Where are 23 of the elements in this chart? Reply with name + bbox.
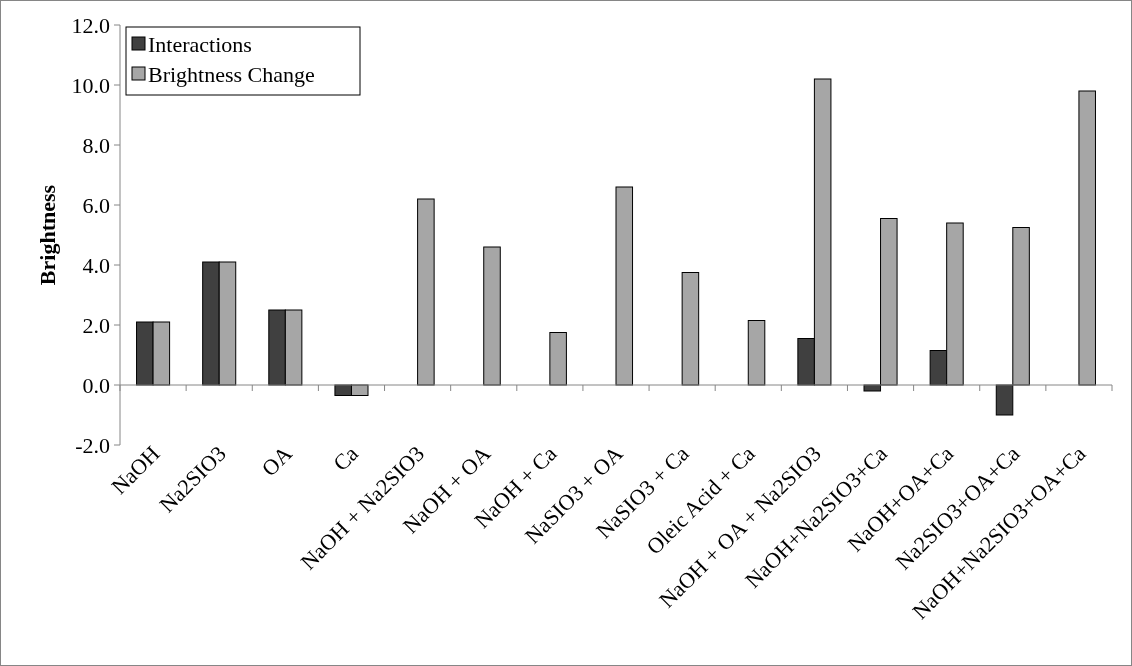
y-tick-label: 6.0	[82, 192, 110, 218]
bar	[880, 218, 898, 386]
x-tick-label: OA	[256, 440, 297, 482]
bar	[681, 272, 700, 386]
bar	[747, 320, 766, 386]
x-tick-label: Ca	[328, 440, 364, 476]
bar	[417, 198, 435, 386]
y-tick-label: 12.0	[71, 12, 110, 38]
y-axis-title: Brightness	[35, 184, 60, 286]
bar	[615, 186, 634, 386]
y-tick-label: 4.0	[82, 252, 110, 278]
y-tick-label: 0.0	[82, 372, 110, 398]
legend-label: Interactions	[148, 31, 252, 57]
bar	[995, 384, 1014, 416]
y-tick-label: 8.0	[82, 132, 110, 158]
y-tick-label: 10.0	[71, 72, 110, 98]
legend-label: Brightness Change	[148, 61, 315, 87]
y-tick-label: -2.0	[75, 432, 110, 458]
bar	[549, 332, 567, 386]
y-tick-label: 2.0	[82, 312, 110, 338]
bar	[1078, 90, 1096, 386]
bar	[1012, 227, 1030, 386]
bar	[483, 246, 501, 386]
